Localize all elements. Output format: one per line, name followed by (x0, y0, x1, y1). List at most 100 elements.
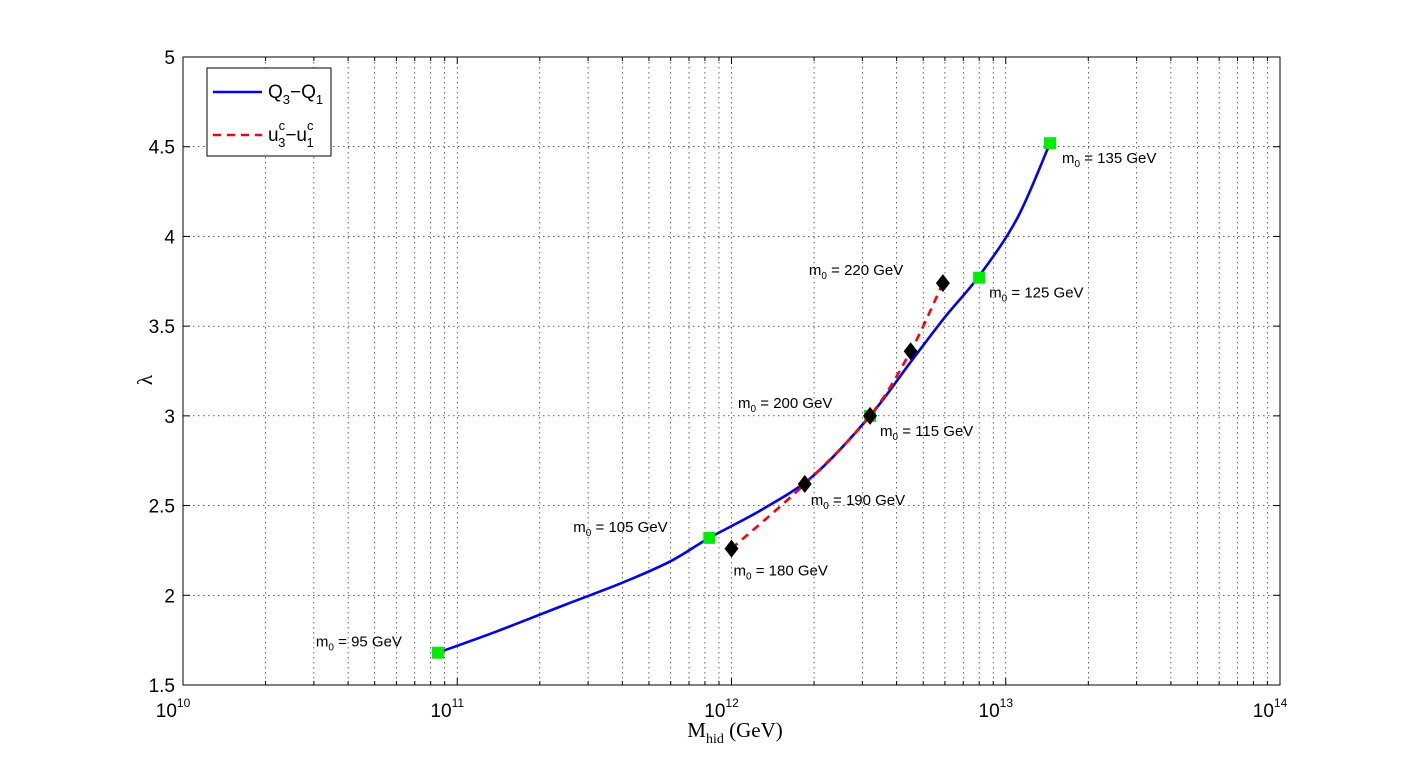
x-tick-exponent: 14 (1274, 696, 1288, 710)
legend-symbol: u (296, 125, 307, 146)
x-tick-exponent: 11 (452, 696, 465, 710)
annotation-equals: = (334, 634, 351, 651)
annotation-symbol: m (811, 492, 824, 509)
annotation-value: 180 GeV (769, 563, 828, 580)
x-tick-label: 1013 (979, 696, 1014, 722)
legend-minus: − (285, 125, 296, 146)
series-layer (431, 137, 1057, 659)
annotation-equals: = (827, 262, 844, 279)
annotation-equals: = (1007, 285, 1024, 302)
annotation-label: m0 = 115 GeV (880, 423, 973, 443)
annotation-subscript: 0 (893, 432, 899, 443)
data-point-square (431, 646, 444, 659)
x-tick-exponent: 10 (177, 696, 191, 710)
legend-sub: 1 (307, 135, 314, 150)
data-point-diamond (903, 342, 918, 361)
annotation-symbol: m (734, 563, 747, 580)
annotation-subscript: 0 (751, 404, 757, 415)
annotation-symbol: m (809, 262, 822, 279)
legend-box (206, 67, 332, 157)
x-tick-label: 1012 (704, 696, 739, 722)
y-tick-label: 4.5 (149, 138, 175, 159)
annotation-value: 105 GeV (608, 519, 667, 536)
annotation-symbol: m (880, 423, 893, 440)
annotation-symbol: m (989, 285, 1002, 302)
annotation-label: m0 = 220 GeV (809, 262, 903, 282)
annotation-subscript: 0 (586, 528, 592, 539)
annotation-equals: = (829, 492, 846, 509)
series-line-u (730, 282, 945, 550)
annotation-equals: = (1080, 150, 1097, 167)
y-tick-label: 4 (164, 227, 175, 248)
y-tick-label: 3 (164, 407, 175, 428)
annotation-value: 220 GeV (844, 262, 903, 279)
annotation-symbol: m (1062, 150, 1075, 167)
x-tick-base: 10 (1253, 701, 1274, 722)
legend-sup: c (279, 118, 286, 133)
x-tick-base: 10 (979, 701, 1000, 722)
series-u (724, 274, 950, 558)
annotation-symbol: m (573, 519, 586, 536)
annotation-value: 115 GeV (915, 423, 973, 440)
x-axis-label: Mhid (GeV) (687, 718, 782, 747)
legend-label-q: Q3−Q1 (268, 82, 323, 107)
legend-sup: c (307, 118, 314, 133)
x-tick-exponent: 12 (725, 696, 739, 710)
annotation-equals: = (752, 563, 769, 580)
x-tick-exponent: 13 (1000, 696, 1014, 710)
annotation-subscript: 0 (746, 572, 752, 583)
x-axis-label-main: M (687, 718, 706, 742)
legend-label-u: uc 3−uc 1 (268, 118, 314, 150)
data-point-diamond (724, 539, 739, 558)
x-tick-label: 1014 (1253, 696, 1288, 722)
y-tick-label: 1.5 (149, 676, 175, 697)
legend-sub: 3 (278, 135, 285, 150)
y-tick-label: 3.5 (149, 317, 175, 338)
data-point-square (1044, 137, 1057, 150)
annotation-label: m0 = 200 GeV (738, 395, 832, 415)
y-tick-label: 2.5 (149, 497, 175, 518)
annotation-symbol: m (316, 634, 329, 651)
annotation-value: 125 GeV (1024, 285, 1083, 302)
data-point-square (703, 531, 716, 544)
x-tick-label: 1010 (156, 696, 191, 722)
annotation-subscript: 0 (1002, 294, 1008, 305)
x-tick-base: 10 (430, 701, 451, 722)
x-axis-label-sub: hid (706, 732, 724, 747)
data-point-diamond (935, 274, 950, 293)
annotation-symbol: m (738, 395, 751, 412)
legend-sub: 1 (316, 92, 323, 107)
annotation-value: 200 GeV (773, 395, 832, 412)
annotation-subscript: 0 (328, 643, 334, 654)
annotation-value: 135 GeV (1097, 150, 1156, 167)
annotation-label: m0 = 190 GeV (811, 492, 905, 512)
annotation-label: m0 = 105 GeV (573, 519, 667, 539)
data-point-diamond (863, 406, 878, 425)
annotation-equals: = (591, 519, 608, 536)
x-axis-label-suffix: (GeV) (724, 718, 783, 742)
x-tick-label: 1011 (430, 696, 464, 722)
annotation-label: m0 = 95 GeV (316, 634, 402, 654)
annotation-value: 95 GeV (351, 634, 402, 651)
annotation-equals: = (898, 423, 915, 440)
annotation-subscript: 0 (823, 501, 829, 512)
data-point-diamond (797, 475, 812, 494)
axis-labels: Mhid (GeV) λ (133, 374, 783, 747)
legend-symbol: Q (268, 82, 283, 103)
annotation-value: 190 GeV (846, 492, 905, 509)
annotation-subscript: 0 (1075, 159, 1081, 170)
annotation-label: m0 = 135 GeV (1062, 150, 1156, 170)
annotation-equals: = (756, 395, 773, 412)
annotation-label: m0 = 180 GeV (734, 563, 828, 583)
x-tick-base: 10 (704, 701, 725, 722)
y-tick-label: 5 (164, 48, 175, 69)
annotation-label: m0 = 125 GeV (989, 285, 1083, 305)
y-tick-label: 2 (164, 586, 175, 607)
legend-symbol: u (268, 125, 279, 146)
legend-symbol: Q (301, 82, 316, 103)
legend-sub: 3 (283, 92, 290, 107)
